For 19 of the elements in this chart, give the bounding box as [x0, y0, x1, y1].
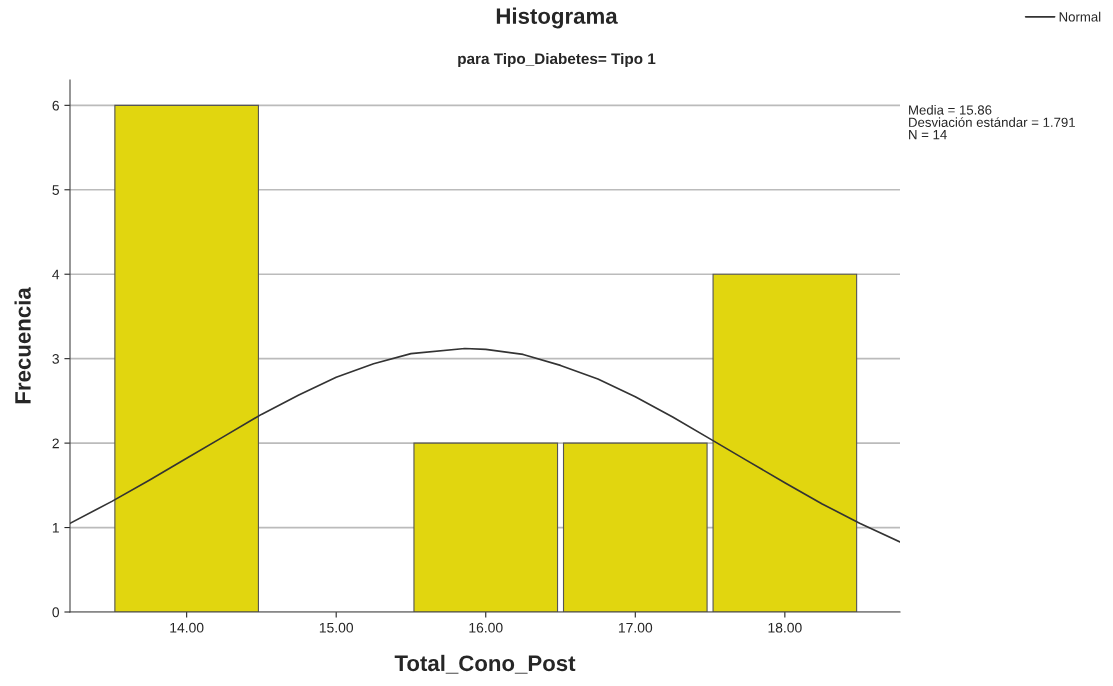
y-axis-title: Frecuencia — [14, 287, 31, 404]
x-axis-title: Total_Cono_Post — [394, 654, 576, 674]
y-tick-label: 4 — [52, 269, 60, 280]
x-tick-label: 17.00 — [618, 622, 653, 633]
legend-label: Normal — [1059, 11, 1101, 22]
line-series — [70, 347, 900, 543]
x-tick-label: 18.00 — [768, 622, 802, 633]
y-tick-label: 1 — [52, 523, 59, 533]
chart-title: Histograma — [496, 7, 618, 29]
text: Media = 15.86 Desviación estándar = 1.791 N = 14 — [909, 105, 1075, 140]
chart-subtitle: para Tipo_Diabetes= Tipo 1 — [458, 52, 656, 68]
x-tick-label: 14.00 — [170, 622, 204, 633]
y-tick-label: 0 — [52, 607, 60, 618]
y-tick-label: 6 — [52, 100, 59, 111]
y-tick-label: 2 — [52, 438, 59, 449]
y-tick-label: 5 — [52, 185, 59, 195]
x-tick-label: 16.00 — [469, 622, 503, 633]
x-tick-label: 15.00 — [319, 622, 354, 633]
y-tick-label: 3 — [52, 354, 59, 364]
